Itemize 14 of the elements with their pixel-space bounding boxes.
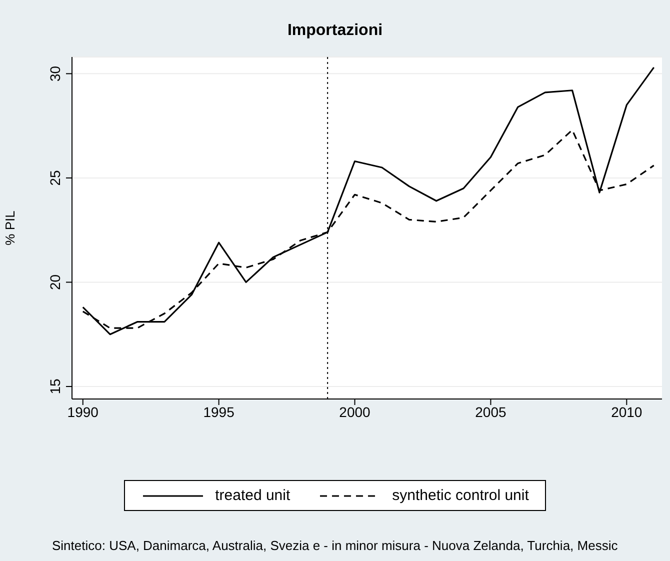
- x-tick-label: 1995: [203, 404, 235, 420]
- chart-title: Importazioni: [286, 22, 384, 40]
- text: Sintetico: USA, Danimarca, Australia, Svezia e - in minor misura - Nuova Zelanda, Turchia, Messic: [52, 538, 618, 553]
- x-tick-label: 2000: [339, 404, 371, 420]
- y-tick-label: 20: [47, 274, 63, 290]
- legend-label: treated unit: [215, 487, 290, 504]
- y-tick-label: 15: [47, 378, 63, 394]
- x-tick-label: 2010: [611, 404, 642, 420]
- y-tick-label: 25: [47, 170, 63, 186]
- y-tick-label: 30: [47, 66, 63, 82]
- y-axis-title: % PIL: [2, 210, 18, 246]
- legend-label: synthetic control unit: [392, 487, 529, 504]
- x-tick-label: 2005: [475, 404, 506, 420]
- x-tick-label: 1990: [67, 404, 99, 420]
